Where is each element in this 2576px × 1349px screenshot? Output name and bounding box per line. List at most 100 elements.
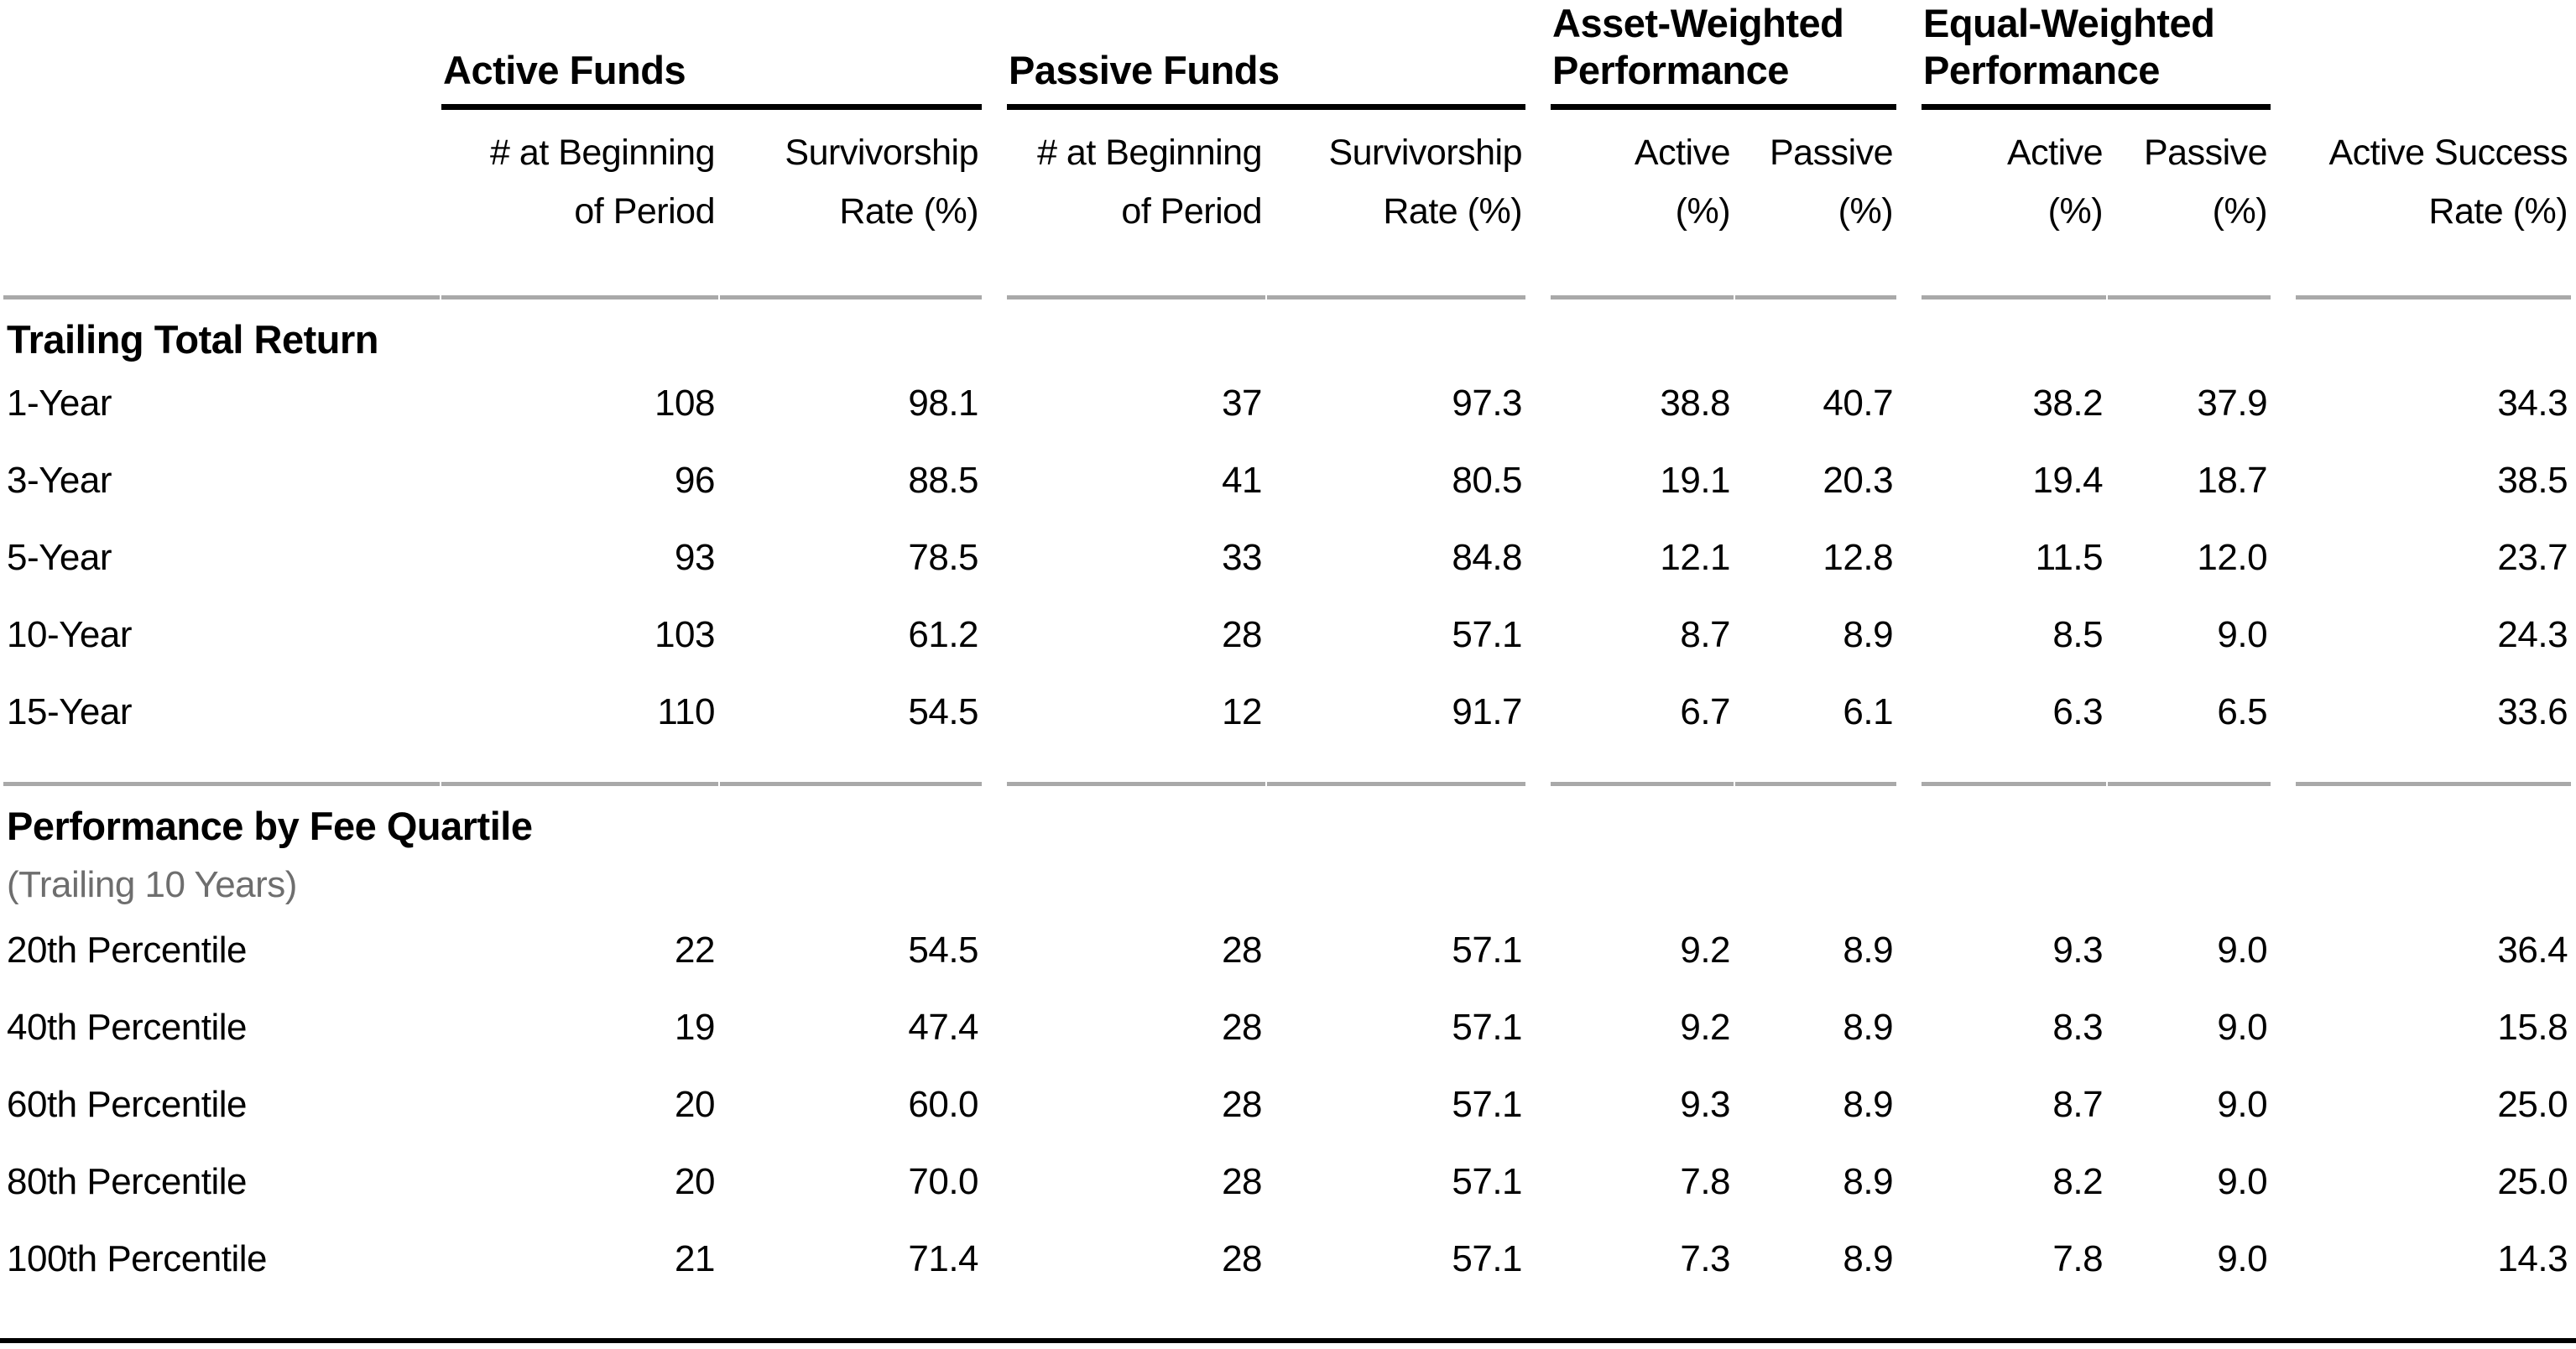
performance-table: Active Funds Passive Funds Asset-Weighte… — [2, 0, 2573, 1298]
col-header-ew-passive: Passive (%) — [2143, 133, 2268, 232]
cell-value: 33.6 — [2497, 691, 2568, 732]
cell-value: 8.9 — [1843, 1161, 1894, 1202]
cell-value: 8.9 — [1843, 1238, 1894, 1279]
column-gap — [2272, 442, 2294, 519]
divider-segment — [1735, 242, 1897, 299]
divider-gap — [1898, 751, 1920, 786]
cell-value: 84.8 — [1452, 537, 1523, 578]
column-gap — [2272, 1221, 2294, 1298]
cell-value: 40.7 — [1822, 383, 1894, 424]
cell-value: 108 — [654, 383, 715, 424]
cell-value: 6.3 — [2052, 691, 2104, 732]
column-gap — [2272, 1066, 2294, 1143]
column-gap — [1898, 0, 1920, 110]
column-gap — [1527, 1143, 1549, 1221]
cell-value: 57.1 — [1452, 1238, 1523, 1279]
cell-value: 11.5 — [2035, 537, 2104, 578]
divider-segment — [720, 242, 983, 299]
cell-value: 96 — [675, 460, 715, 501]
cell-value: 98.1 — [908, 383, 979, 424]
column-gap — [1898, 1143, 1920, 1221]
divider-segment — [2108, 242, 2271, 299]
column-gap — [1527, 1066, 1549, 1143]
cell-value: 28 — [1222, 1007, 1263, 1048]
column-gap — [1527, 1221, 1549, 1298]
divider-gap — [983, 242, 1005, 299]
cell-value: 47.4 — [908, 1007, 979, 1048]
row-label: 80th Percentile — [7, 1161, 248, 1202]
cell-value: 12.1 — [1660, 537, 1731, 578]
cell-value: 9.2 — [1680, 1007, 1731, 1048]
cell-value: 36.4 — [2497, 930, 2568, 971]
cell-value: 9.3 — [1680, 1084, 1731, 1125]
divider-gap — [2272, 242, 2294, 299]
cell-value: 60.0 — [908, 1084, 979, 1125]
cell-value: 88.5 — [908, 460, 979, 501]
column-header-empty — [3, 110, 440, 242]
divider-segment — [1551, 751, 1734, 786]
cell-value: 38.8 — [1660, 383, 1731, 424]
divider-gap — [1527, 242, 1549, 299]
column-gap — [983, 1143, 1005, 1221]
cell-value: 91.7 — [1452, 691, 1523, 732]
cell-value: 14.3 — [2497, 1238, 2568, 1279]
cell-value: 8.5 — [2052, 614, 2104, 655]
cell-value: 12.8 — [1822, 537, 1894, 578]
cell-value: 93 — [675, 537, 715, 578]
column-gap — [2272, 110, 2294, 242]
cell-value: 71.4 — [908, 1238, 979, 1279]
table-row: 80th Percentile 20 70.0 28 57.1 7.8 8.9 8.2 9.0 2… — [3, 1143, 2571, 1221]
cell-value: 9.0 — [2217, 930, 2268, 971]
cell-value: 8.7 — [1680, 614, 1731, 655]
column-gap — [2272, 365, 2294, 442]
divider-segment — [1922, 751, 2107, 786]
column-gap — [1898, 989, 1920, 1066]
column-gap — [983, 989, 1005, 1066]
cell-value: 37 — [1222, 383, 1263, 424]
section-title: Performance by Fee Quartile — [7, 803, 533, 848]
row-label: 5-Year — [7, 537, 112, 578]
cell-value: 57.1 — [1452, 614, 1523, 655]
group-header-row: Active Funds Passive Funds Asset-Weighte… — [3, 0, 2571, 110]
column-gap — [1898, 110, 1920, 242]
section-header-row: Trailing Total Return — [3, 299, 2571, 365]
column-gap — [1527, 912, 1549, 989]
row-label: 10-Year — [7, 614, 133, 655]
col-header-active-count: # at Beginning of Period — [490, 133, 715, 232]
cell-value: 25.0 — [2497, 1161, 2568, 1202]
cell-value: 34.3 — [2497, 383, 2568, 424]
cell-value: 70.0 — [908, 1161, 979, 1202]
cell-value: 78.5 — [908, 537, 979, 578]
col-header-passive-survivorship: Survivorship Rate (%) — [1328, 133, 1523, 232]
cell-value: 21 — [675, 1238, 715, 1279]
column-gap — [2272, 989, 2294, 1066]
divider-segment — [441, 751, 718, 786]
column-gap — [1527, 110, 1549, 242]
cell-value: 12 — [1222, 691, 1263, 732]
section-header-row: Performance by Fee Quartile — [3, 786, 2571, 852]
col-header-passive-count: # at Beginning of Period — [1037, 133, 1263, 232]
section-title: Trailing Total Return — [7, 316, 378, 362]
section-divider-row — [3, 242, 2572, 299]
column-gap — [983, 519, 1005, 596]
cell-value: 25.0 — [2497, 1084, 2568, 1125]
cell-value: 6.7 — [1680, 691, 1731, 732]
cell-value: 28 — [1222, 614, 1263, 655]
table-row: 10-Year 103 61.2 28 57.1 8.7 8.9 8.5 9.0 24.3 — [3, 596, 2571, 674]
cell-value: 8.2 — [2052, 1161, 2104, 1202]
cell-value: 20.3 — [1822, 460, 1894, 501]
column-gap — [983, 674, 1005, 751]
cell-value: 19.1 — [1660, 460, 1731, 501]
cell-value: 28 — [1222, 930, 1263, 971]
divider-gap — [2272, 751, 2294, 786]
cell-value: 8.9 — [1843, 1084, 1894, 1125]
table-row: 60th Percentile 20 60.0 28 57.1 9.3 8.9 8.7 9.0 2… — [3, 1066, 2571, 1143]
cell-value: 9.2 — [1680, 930, 1731, 971]
cell-value: 57.1 — [1452, 1161, 1523, 1202]
cell-value: 37.9 — [2197, 383, 2268, 424]
column-gap — [1898, 519, 1920, 596]
cell-value: 6.1 — [1843, 691, 1894, 732]
row-label: 100th Percentile — [7, 1238, 268, 1279]
cell-value: 19.4 — [2032, 460, 2104, 501]
